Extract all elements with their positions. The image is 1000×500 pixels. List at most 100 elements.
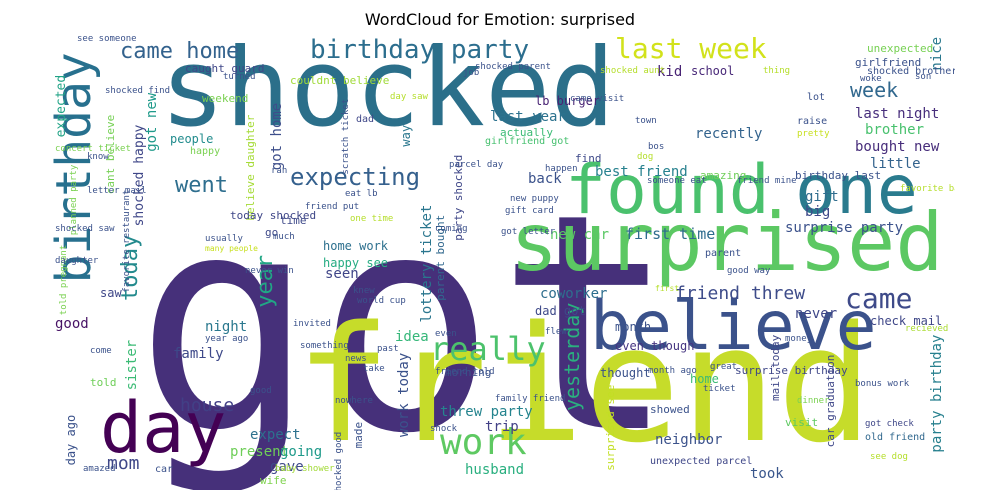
word-house: house <box>180 395 235 416</box>
word-lb-burger: lb burger <box>535 94 601 108</box>
word-took: took <box>750 466 784 482</box>
word-last-week: last week <box>615 35 767 65</box>
word-back: back <box>528 171 562 187</box>
word-favorite-band: favorite band <box>900 184 955 194</box>
word-went: went <box>175 173 228 198</box>
word-go: go <box>265 226 279 239</box>
word-first: first <box>655 284 680 293</box>
word-friend: friend <box>295 291 873 478</box>
word-saw: saw <box>100 286 122 300</box>
word-something: something <box>300 341 349 351</box>
word-happy: happy <box>190 146 221 157</box>
wordcloud-panel: got friend shocked surprised found one believe… <box>45 35 955 490</box>
word-school: school <box>691 64 735 78</box>
word-got-new: got new <box>144 92 160 152</box>
word-work-today: work today <box>396 352 412 437</box>
word-recently: recently <box>695 126 763 142</box>
word-told: told <box>90 376 117 389</box>
word-thing: thing <box>763 66 791 76</box>
word-good: good <box>55 316 89 332</box>
word-even-though: even though <box>615 339 695 353</box>
word-nowhere: nowhere <box>335 396 373 406</box>
word-really: really <box>430 330 546 368</box>
word-never-win: never win <box>245 266 294 276</box>
word-world-cup: world cup <box>357 296 406 306</box>
word-car: car <box>155 464 174 475</box>
word-usually: usually <box>205 234 243 244</box>
word-morning: morning <box>445 366 492 379</box>
word-weekend: weekend <box>202 92 249 105</box>
word-concert-ticket: concert ticket <box>55 144 131 154</box>
word-invited: invited <box>293 319 331 329</box>
word-family-friend: family friend <box>495 394 566 404</box>
word-favorite-restaurant: favorite restaurant <box>122 189 132 293</box>
word-letter-mail: letter mail <box>87 186 147 196</box>
word-dad: dad <box>356 114 375 125</box>
word-came: came <box>845 282 913 315</box>
chart-title: WordCloud for Emotion: surprised <box>364 10 636 29</box>
word-mom: mom <box>107 453 140 474</box>
word-got-letter: got letter <box>501 227 556 237</box>
word-woke: woke <box>860 74 882 84</box>
word-kid: kid <box>657 64 683 80</box>
word-dog: dog <box>637 152 654 162</box>
word-expect: expect <box>250 427 301 443</box>
word-threw-party: threw party <box>440 404 533 420</box>
word-daughter: daughter <box>55 256 99 266</box>
word-one-time: one time <box>350 214 394 224</box>
word-coming: coming <box>435 224 468 234</box>
word-ticket: ticket <box>703 384 736 394</box>
word-actually: actually <box>500 126 553 139</box>
word-seen: seen <box>325 266 359 282</box>
word-husband: husband <box>465 462 525 478</box>
word-bos: bos <box>648 142 665 152</box>
word-day-ago: day ago <box>64 414 78 466</box>
word-came-visit: came visit <box>570 94 625 104</box>
word-shocked-find: shocked find <box>105 86 171 96</box>
word-idea: idea <box>395 329 429 345</box>
word-surprise-birthday: surprise birthday <box>735 364 848 377</box>
word-shocked: shocked <box>160 35 616 151</box>
word-unexpected: unexpected <box>867 42 934 55</box>
word-dinner: dinner <box>797 396 830 406</box>
word-one: one <box>795 151 918 230</box>
word-new-puppy: new puppy <box>510 194 559 204</box>
word-thought: thought <box>600 366 651 380</box>
word-good: good <box>250 386 272 396</box>
word-month: month <box>615 320 652 334</box>
word-amazed: amazed <box>83 464 116 474</box>
word-much: much <box>273 232 295 242</box>
word-last-year: last year <box>490 109 566 125</box>
word-week: week <box>850 78 899 102</box>
word-family: family <box>173 346 224 362</box>
word-someone-eat: someone eat <box>647 176 707 186</box>
word-home-work: home work <box>323 239 389 253</box>
word-unexpected-parcel: unexpected parcel <box>650 456 753 467</box>
word-past: past <box>377 344 399 354</box>
word-little: little <box>870 156 921 172</box>
word-ran: ran <box>271 166 288 176</box>
word-friend-told: friend told <box>435 367 495 377</box>
word-going: going <box>280 444 323 460</box>
word-amazing: amazing <box>700 169 747 182</box>
word-shock: shock <box>430 424 458 434</box>
word-parent: parent <box>705 248 742 259</box>
word-showed: showed <box>650 403 690 416</box>
word-neighbor: neighbor <box>655 432 723 448</box>
word-wife: wife <box>260 474 287 487</box>
word-found: found <box>565 151 770 230</box>
word-shocked-happy: shocked happy <box>132 124 147 227</box>
word-got-check: got check <box>865 419 914 429</box>
word-last-night: last night <box>855 106 940 122</box>
word-job: job <box>463 68 480 78</box>
word-coworker: coworker <box>540 286 608 302</box>
word-raise: raise <box>797 116 828 127</box>
word-happy-see: happy see <box>323 256 389 270</box>
word-believe-daughter: believe daughter <box>244 114 257 221</box>
word-year: year <box>253 254 278 308</box>
word-visit: visit <box>785 416 819 429</box>
word-shocked-good: shocked good <box>334 431 344 490</box>
word-expecting: expecting <box>290 163 421 191</box>
word-see-someone: see someone <box>77 35 137 44</box>
word-caught-guard: caught guard <box>185 62 265 75</box>
